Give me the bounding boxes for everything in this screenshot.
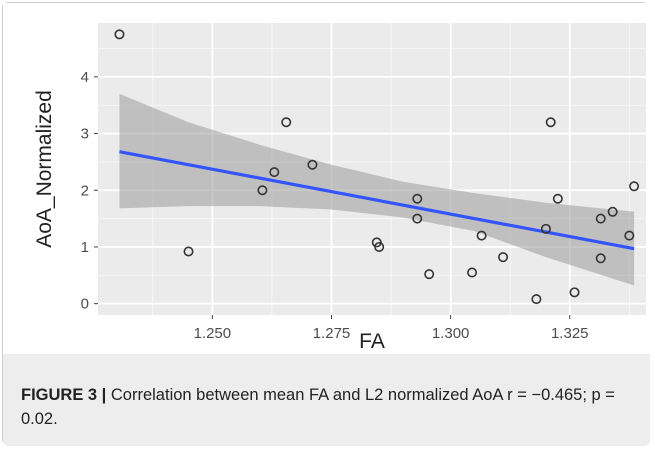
figure-caption: FIGURE 3 | Correlation between mean FA a… xyxy=(21,383,631,431)
x-axis-label: FA xyxy=(359,330,385,353)
data-point xyxy=(476,230,487,241)
data-point xyxy=(569,287,580,298)
data-point xyxy=(531,294,542,305)
data-point xyxy=(595,213,606,224)
data-point xyxy=(498,252,509,263)
y-tick-label: 0 xyxy=(81,296,89,313)
data-point xyxy=(281,117,292,128)
data-point xyxy=(374,241,385,252)
data-point xyxy=(467,267,478,278)
data-point xyxy=(183,246,194,257)
figure-frame: 1.250 1.275 1.300 1.325 0 1 2 3 4 FA AoA_Normalize… xyxy=(2,2,650,446)
data-point xyxy=(629,181,640,192)
x-tick-label: 1.325 xyxy=(551,325,589,342)
caption-band xyxy=(3,354,650,446)
y-axis-label: AoA_Normalized xyxy=(33,90,56,248)
data-point xyxy=(607,206,618,217)
y-tick-label: 1 xyxy=(81,239,89,256)
figure-panel: 1.250 1.275 1.300 1.325 0 1 2 3 4 FA AoA_Normalize… xyxy=(3,3,650,354)
scatter-chart: 1.250 1.275 1.300 1.325 0 1 2 3 4 FA AoA_Normalize… xyxy=(33,23,646,353)
data-point xyxy=(412,213,423,224)
caption-label: FIGURE 3 | xyxy=(21,386,107,404)
data-point xyxy=(412,193,423,204)
y-tick-label: 3 xyxy=(81,126,89,143)
data-point xyxy=(269,167,280,178)
data-point xyxy=(624,230,635,241)
data-point xyxy=(552,193,563,204)
x-tick-label: 1.275 xyxy=(313,325,351,342)
caption-text: Correlation between mean FA and L2 norma… xyxy=(21,386,615,428)
x-tick-label: 1.250 xyxy=(194,325,232,342)
x-tick-label: 1.300 xyxy=(432,325,470,342)
data-point xyxy=(424,269,435,280)
data-point xyxy=(307,159,318,170)
data-point xyxy=(540,223,551,234)
y-tick-label: 4 xyxy=(81,69,89,86)
data-point xyxy=(257,185,268,196)
y-tick-label: 2 xyxy=(81,182,89,199)
data-point xyxy=(114,29,125,40)
confidence-band xyxy=(119,93,635,286)
data-point xyxy=(545,117,556,128)
data-point xyxy=(595,253,606,264)
